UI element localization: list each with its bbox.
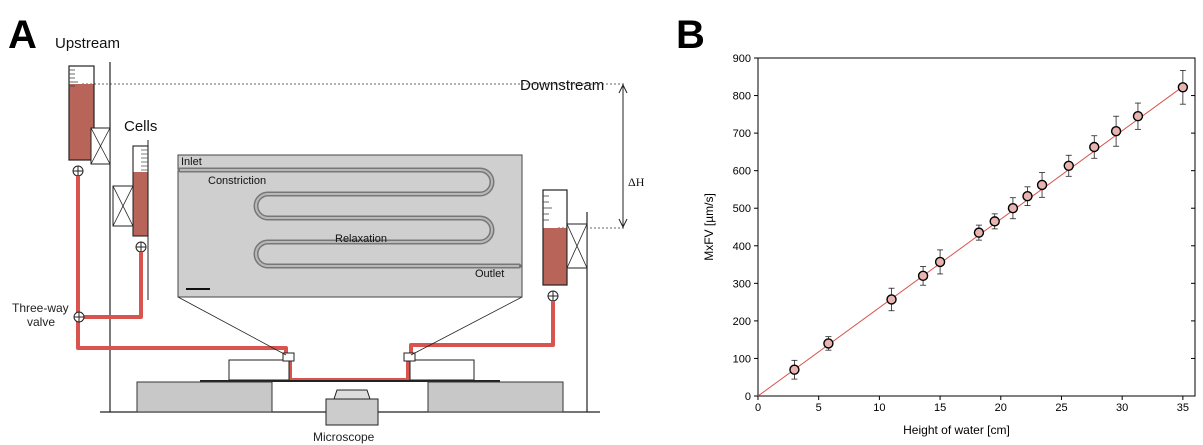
x-axis-title: Height of water [cm] [903,423,1010,437]
delta-h-label: ΔH [628,175,645,189]
cells-fluid [133,172,148,236]
data-point [789,364,800,375]
y-axis-title: MxFV [µm/s] [702,193,716,261]
stage-block-right [427,381,564,413]
y-tick-label: 400 [733,241,751,253]
three-way-valve-label-line2: valve [27,315,55,329]
y-tick-label: 500 [733,203,751,215]
upstream-reservoir [68,65,111,177]
x-tick-label: 0 [755,402,761,414]
data-point [1177,82,1189,93]
y-tick-label: 900 [733,53,751,65]
upstream-label: Upstream [55,35,120,52]
stage-block-left [136,381,273,413]
panel-a-letter: A [8,13,37,57]
chip-constriction-label: Constriction [208,175,266,187]
data-point [989,216,1000,227]
data-point [973,227,985,238]
x-tick-label: 35 [1177,402,1189,414]
data-point [1063,160,1074,171]
y-tick-label: 100 [733,353,751,365]
chip-outlet-label: Outlet [475,268,504,280]
x-tick-label: 25 [1055,402,1067,414]
plot-frame [757,57,1196,397]
microscope-label: Microscope [313,430,375,444]
downstream-reservoir [542,189,588,302]
data-point [1110,126,1122,137]
x-tick-label: 10 [873,402,885,414]
delta-h-arrow [618,83,628,229]
zoom-lines [177,296,523,356]
three-way-valve-label-line1: Three-way [12,301,69,315]
data-point [1007,203,1019,214]
x-tick-label: 15 [934,402,946,414]
x-tick-label: 30 [1116,402,1128,414]
data-point [934,256,946,268]
y-tick-label: 700 [733,128,751,140]
chart: 0 5 10 15 20 25 30 35 0 100 200 300 400 500 600 700 800 9… [702,53,1196,437]
y-tick-label: 800 [733,91,751,103]
y-tick-label: 300 [733,278,751,290]
data-point [1132,111,1144,122]
data-point [886,294,897,305]
upstream-fluid [69,84,94,160]
y-tick-label: 200 [733,316,751,328]
panel-b-letter: B [676,13,705,57]
chip-image [177,154,523,298]
data-point [1089,141,1100,153]
panel-b: B 0 5 10 15 20 25 30 35 0 100 200 300 400 500 600 700 80… [676,13,1196,437]
chip-inlet-label: Inlet [181,156,202,168]
downstream-label: Downstream [520,77,604,94]
device [200,352,500,382]
downstream-fluid [543,228,567,285]
chip-relaxation-label: Relaxation [335,233,387,245]
x-tick-label: 20 [995,402,1007,414]
cells-label: Cells [124,118,157,135]
data-point [823,338,834,349]
panel-a: A Upstream Downstream Cells Three-way va… [8,13,645,444]
data-point [1036,179,1048,191]
y-tick-label: 0 [745,391,751,403]
data-point [917,270,929,282]
data-point [1022,191,1033,202]
microscope-objective-icon [325,389,379,426]
chip-inset: Inlet Constriction Relaxation Outlet [177,154,523,298]
y-tick-label: 600 [733,166,751,178]
x-tick-label: 5 [816,402,822,414]
